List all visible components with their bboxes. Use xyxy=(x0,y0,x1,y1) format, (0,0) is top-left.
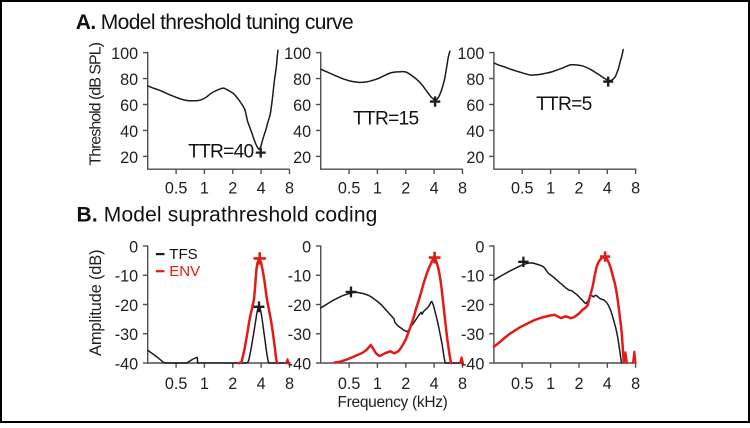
svg-text:0.5: 0.5 xyxy=(511,375,534,393)
svg-text:-30: -30 xyxy=(115,326,138,344)
svg-text:1: 1 xyxy=(200,375,209,393)
svg-text:100: 100 xyxy=(284,45,311,63)
svg-text:4: 4 xyxy=(257,375,266,393)
svg-text:-20: -20 xyxy=(115,297,138,315)
svg-text:80: 80 xyxy=(293,71,311,89)
svg-text:20: 20 xyxy=(293,149,311,167)
svg-text:100: 100 xyxy=(457,45,484,63)
svg-text:4: 4 xyxy=(430,375,439,393)
svg-text:4: 4 xyxy=(430,180,439,198)
svg-text:-20: -20 xyxy=(288,297,311,315)
svg-text:8: 8 xyxy=(285,180,294,198)
svg-text:8: 8 xyxy=(458,180,467,198)
svg-text:A. Model threshold tuning curv: A. Model threshold tuning curve xyxy=(76,11,353,34)
svg-text:2: 2 xyxy=(574,375,583,393)
svg-text:-10: -10 xyxy=(288,268,311,286)
svg-text:40: 40 xyxy=(293,123,311,141)
svg-text:-40: -40 xyxy=(288,355,311,373)
svg-text:2: 2 xyxy=(401,375,410,393)
svg-text:-10: -10 xyxy=(461,268,484,286)
svg-text:TFS: TFS xyxy=(169,246,197,263)
svg-text:0: 0 xyxy=(302,238,311,256)
svg-text:1: 1 xyxy=(546,180,555,198)
svg-text:4: 4 xyxy=(603,375,612,393)
svg-text:20: 20 xyxy=(120,149,138,167)
svg-text:TTR=40: TTR=40 xyxy=(188,141,253,162)
svg-text:Threshold (dB SPL): Threshold (dB SPL) xyxy=(88,42,105,165)
svg-text:80: 80 xyxy=(466,71,484,89)
svg-text:0.5: 0.5 xyxy=(165,180,188,198)
svg-text:4: 4 xyxy=(257,180,266,198)
svg-text:Amplitude (dB): Amplitude (dB) xyxy=(87,250,105,356)
svg-text:1: 1 xyxy=(200,180,209,198)
svg-text:0.5: 0.5 xyxy=(338,375,361,393)
svg-text:-10: -10 xyxy=(115,268,138,286)
svg-text:0.5: 0.5 xyxy=(511,180,534,198)
svg-text:1: 1 xyxy=(373,375,382,393)
svg-text:100: 100 xyxy=(111,45,138,63)
svg-text:0: 0 xyxy=(129,238,138,256)
svg-text:ENV: ENV xyxy=(169,263,200,280)
svg-text:2: 2 xyxy=(574,180,583,198)
svg-text:B. Model suprathreshold coding: B. Model suprathreshold coding xyxy=(77,203,378,226)
svg-text:40: 40 xyxy=(120,123,138,141)
svg-text:0.5: 0.5 xyxy=(165,375,188,393)
svg-text:Frequency (kHz): Frequency (kHz) xyxy=(337,394,447,411)
svg-text:80: 80 xyxy=(120,71,138,89)
svg-text:-30: -30 xyxy=(288,326,311,344)
svg-text:60: 60 xyxy=(120,97,138,115)
svg-text:-40: -40 xyxy=(115,355,138,373)
svg-text:40: 40 xyxy=(466,123,484,141)
svg-text:2: 2 xyxy=(401,180,410,198)
svg-text:8: 8 xyxy=(631,180,640,198)
svg-text:1: 1 xyxy=(373,180,382,198)
svg-text:-20: -20 xyxy=(461,297,484,315)
svg-text:20: 20 xyxy=(466,149,484,167)
svg-text:-30: -30 xyxy=(461,326,484,344)
svg-text:2: 2 xyxy=(228,375,237,393)
svg-text:0: 0 xyxy=(475,238,484,256)
svg-text:1: 1 xyxy=(546,375,555,393)
svg-text:0.5: 0.5 xyxy=(338,180,361,198)
svg-text:60: 60 xyxy=(466,97,484,115)
svg-text:8: 8 xyxy=(285,375,294,393)
svg-text:-40: -40 xyxy=(461,355,484,373)
svg-text:8: 8 xyxy=(458,375,467,393)
svg-text:TTR=5: TTR=5 xyxy=(536,94,592,115)
svg-text:TTR=15: TTR=15 xyxy=(353,108,418,129)
svg-text:60: 60 xyxy=(293,97,311,115)
svg-text:4: 4 xyxy=(603,180,612,198)
svg-text:8: 8 xyxy=(631,375,640,393)
svg-text:2: 2 xyxy=(228,180,237,198)
